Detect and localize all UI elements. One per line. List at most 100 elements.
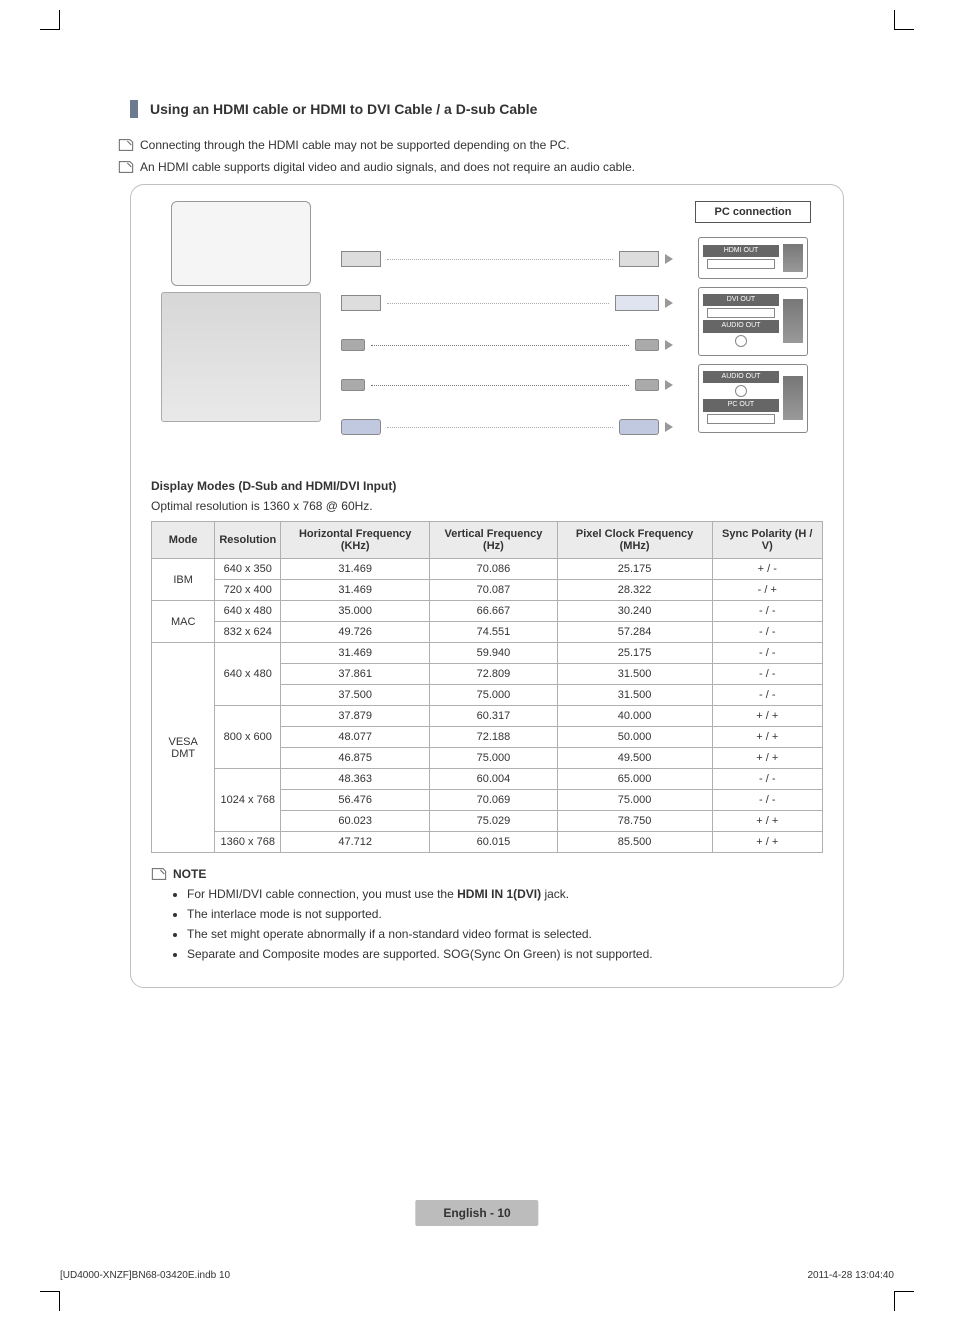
table-cell: 46.875 xyxy=(281,748,430,769)
footer-right: 2011-4-28 13:04:40 xyxy=(807,1270,894,1281)
arrow-icon xyxy=(665,380,673,390)
cable-hdmi xyxy=(341,251,673,267)
table-cell: + / + xyxy=(712,748,822,769)
note-item: The interlace mode is not supported. xyxy=(187,907,823,921)
table-row: 832 x 62449.72674.55157.284- / - xyxy=(152,622,823,643)
note-block: NOTE For HDMI/DVI cable connection, you … xyxy=(151,867,823,961)
table-row: MAC640 x 48035.00066.66730.240- / - xyxy=(152,601,823,622)
table-cell: - / - xyxy=(712,601,822,622)
table-cell: 49.500 xyxy=(557,748,712,769)
crop-mark xyxy=(894,10,914,30)
page-footer: [UD4000-XNZF]BN68-03420E.indb 10 2011-4-… xyxy=(60,1270,894,1281)
footer-left: [UD4000-XNZF]BN68-03420E.indb 10 xyxy=(60,1270,230,1281)
table-cell: 75.000 xyxy=(430,748,558,769)
port-bracket xyxy=(783,244,803,272)
table-cell: 800 x 600 xyxy=(215,706,281,769)
table-row: IBM640 x 35031.46970.08625.175+ / - xyxy=(152,559,823,580)
table-cell: 60.023 xyxy=(281,811,430,832)
table-cell: 31.469 xyxy=(281,580,430,601)
table-cell: 85.500 xyxy=(557,832,712,853)
arrow-icon xyxy=(665,254,673,264)
table-cell: VESA DMT xyxy=(152,643,215,853)
table-cell: 70.069 xyxy=(430,790,558,811)
audio-plug xyxy=(341,339,365,351)
cables-column xyxy=(341,201,673,435)
table-cell: 48.363 xyxy=(281,769,430,790)
note-icon xyxy=(118,138,134,152)
note-line: Connecting through the HDMI cable may no… xyxy=(118,138,844,152)
hdmi-plug xyxy=(619,251,659,267)
table-cell: 70.086 xyxy=(430,559,558,580)
table-cell: 832 x 624 xyxy=(215,622,281,643)
port-bracket xyxy=(783,299,803,343)
crop-mark xyxy=(40,10,60,30)
table-cell: IBM xyxy=(152,559,215,601)
optimal-resolution-text: Optimal resolution is 1360 x 768 @ 60Hz. xyxy=(151,499,823,513)
table-cell: 25.175 xyxy=(557,643,712,664)
table-cell: 31.469 xyxy=(281,559,430,580)
table-cell: 66.667 xyxy=(430,601,558,622)
hdmi-plug xyxy=(341,251,381,267)
table-cell: 75.000 xyxy=(557,790,712,811)
table-cell: 56.476 xyxy=(281,790,430,811)
section-bar xyxy=(130,100,138,118)
tv-column xyxy=(151,201,331,422)
th-vfreq: Vertical Frequency (Hz) xyxy=(430,522,558,559)
table-cell: 37.861 xyxy=(281,664,430,685)
table-cell: 65.000 xyxy=(557,769,712,790)
page-number-bar: English - 10 xyxy=(415,1200,538,1226)
cable-audio xyxy=(341,339,673,351)
audio-plug xyxy=(635,379,659,391)
note-text: An HDMI cable supports digital video and… xyxy=(140,160,635,174)
table-cell: 37.500 xyxy=(281,685,430,706)
table-cell: 25.175 xyxy=(557,559,712,580)
table-cell: 37.879 xyxy=(281,706,430,727)
table-cell: 640 x 480 xyxy=(215,601,281,622)
note-list: For HDMI/DVI cable connection, you must … xyxy=(187,887,823,961)
table-cell: 35.000 xyxy=(281,601,430,622)
crop-mark xyxy=(894,1291,914,1311)
table-cell: 31.500 xyxy=(557,664,712,685)
port-label: AUDIO OUT xyxy=(703,371,779,383)
tv-back-panel xyxy=(161,292,321,422)
table-row: 1360 x 76847.71260.01585.500+ / + xyxy=(152,832,823,853)
note-text: Connecting through the HDMI cable may no… xyxy=(140,138,570,152)
arrow-icon xyxy=(665,298,673,308)
table-cell: + / + xyxy=(712,727,822,748)
section-title: Using an HDMI cable or HDMI to DVI Cable… xyxy=(150,101,537,117)
table-cell: + / + xyxy=(712,811,822,832)
note-item: Separate and Composite modes are support… xyxy=(187,947,823,961)
display-modes-heading: Display Modes (D-Sub and HDMI/DVI Input) xyxy=(151,479,823,493)
port-dvi-audio: DVI OUT AUDIO OUT xyxy=(698,287,808,356)
note-icon xyxy=(151,867,167,881)
table-cell: 48.077 xyxy=(281,727,430,748)
table-cell: 640 x 350 xyxy=(215,559,281,580)
table-row: VESA DMT640 x 48031.46959.94025.175- / - xyxy=(152,643,823,664)
table-cell: 720 x 400 xyxy=(215,580,281,601)
table-row: 720 x 40031.46970.08728.322- / + xyxy=(152,580,823,601)
port-label: DVI OUT xyxy=(703,294,779,306)
th-sync: Sync Polarity (H / V) xyxy=(712,522,822,559)
tv-front xyxy=(171,201,311,286)
table-cell: 1360 x 768 xyxy=(215,832,281,853)
table-cell: 49.726 xyxy=(281,622,430,643)
table-cell: 50.000 xyxy=(557,727,712,748)
pc-connection-label: PC connection xyxy=(695,201,810,223)
table-cell: 60.015 xyxy=(430,832,558,853)
table-row: 800 x 60037.87960.31740.000+ / + xyxy=(152,706,823,727)
table-cell: - / + xyxy=(712,580,822,601)
crop-mark xyxy=(40,1291,60,1311)
table-cell: 60.317 xyxy=(430,706,558,727)
table-cell: 31.469 xyxy=(281,643,430,664)
table-cell: - / - xyxy=(712,664,822,685)
th-pixclock: Pixel Clock Frequency (MHz) xyxy=(557,522,712,559)
table-cell: 28.322 xyxy=(557,580,712,601)
table-cell: 75.000 xyxy=(430,685,558,706)
port-audio-pc: AUDIO OUT PC OUT xyxy=(698,364,808,433)
dvi-plug xyxy=(615,295,659,311)
table-cell: 78.750 xyxy=(557,811,712,832)
port-label: PC OUT xyxy=(703,399,779,411)
vga-plug xyxy=(341,419,381,435)
port-label: AUDIO OUT xyxy=(703,320,779,332)
table-cell: 72.188 xyxy=(430,727,558,748)
